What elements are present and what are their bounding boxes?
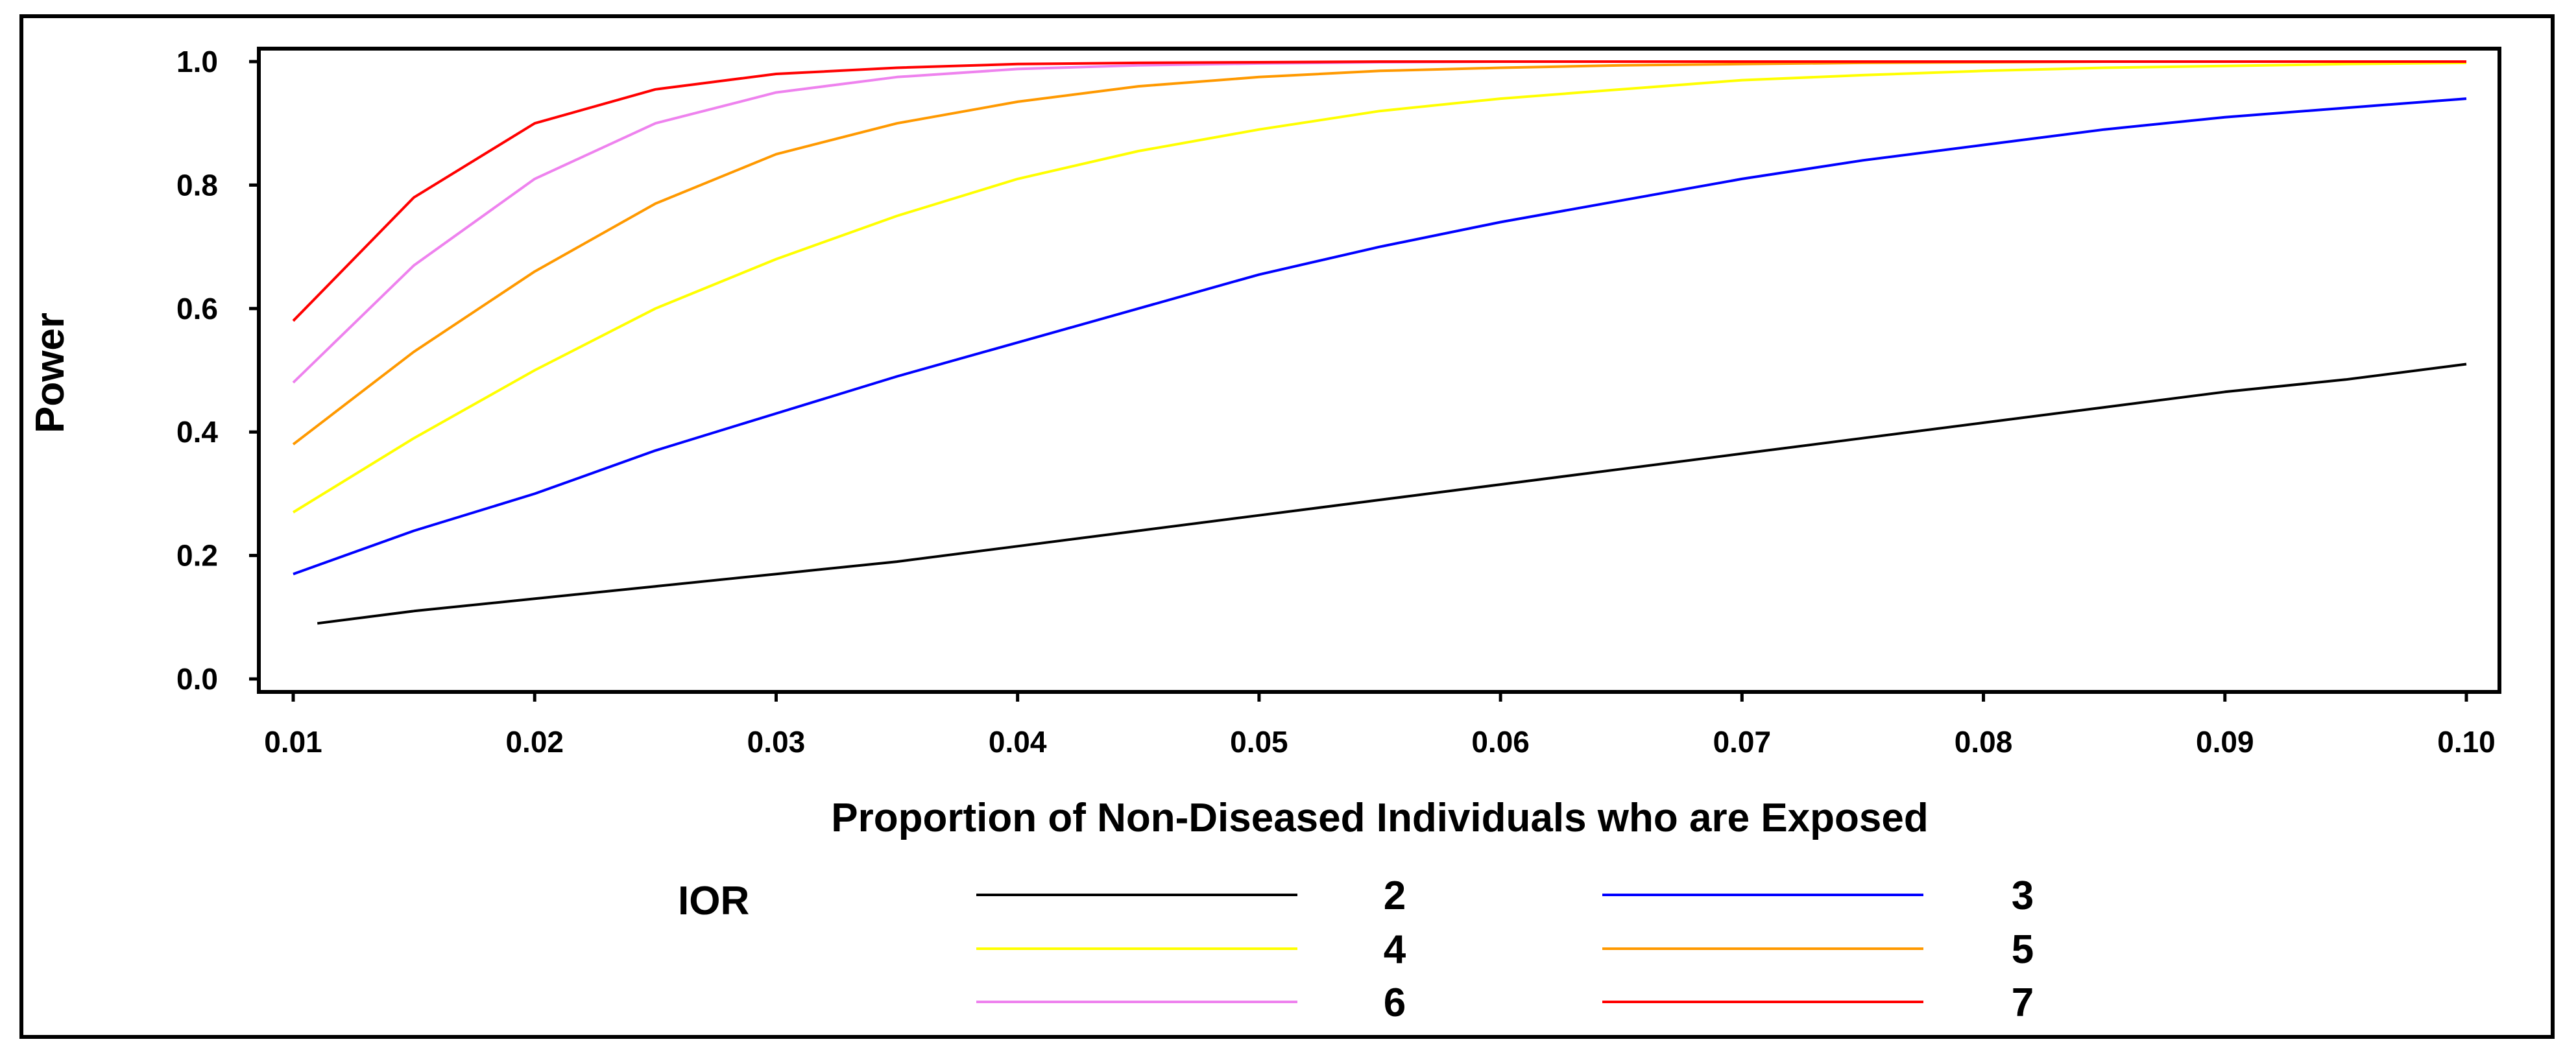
- series-line-ior-3: [293, 97, 2467, 576]
- series-line-ior-2: [317, 362, 2467, 625]
- x-tick-label: 0.10: [2437, 725, 2496, 759]
- y-tick-label: 0.2: [176, 539, 218, 573]
- x-tick-label: 0.09: [2196, 725, 2254, 759]
- x-tick-label: 0.02: [505, 725, 564, 759]
- legend-label-ior-2: 2: [1384, 873, 1406, 918]
- chart-frame: [19, 14, 2555, 1039]
- x-tick-label: 0.01: [264, 725, 322, 759]
- x-tick-label: 0.06: [1471, 725, 1530, 759]
- x-axis-label: Proportion of Non-Diseased Individuals w…: [831, 796, 1928, 840]
- x-tick-label: 0.04: [989, 725, 1047, 759]
- legend-label-ior-4: 4: [1384, 927, 1406, 972]
- legend-label-ior-5: 5: [2012, 927, 2034, 972]
- y-tick-label: 0.4: [176, 415, 218, 449]
- legend-label-ior-7: 7: [2012, 980, 2034, 1025]
- y-axis-label: Power: [28, 313, 73, 433]
- series-line-ior-4: [292, 61, 2467, 514]
- legend-label-ior-6: 6: [1384, 980, 1406, 1025]
- x-tick-label: 0.03: [747, 725, 806, 759]
- x-tick-label: 0.05: [1230, 725, 1288, 759]
- y-tick-label: 0.6: [176, 292, 218, 326]
- plot-area-border: [257, 47, 2501, 694]
- y-tick-label: 1.0: [176, 45, 218, 78]
- series-line-ior-7: [292, 60, 2466, 322]
- x-tick-label: 0.08: [1955, 725, 2013, 759]
- legend-title: IOR: [678, 879, 749, 923]
- legend-label-ior-3: 3: [2012, 873, 2034, 918]
- legend: IOR 2 3 4 5 6 7: [678, 873, 2034, 1025]
- y-tick-label: 0.0: [176, 662, 218, 696]
- series-line-ior-5: [292, 60, 2466, 445]
- x-tick-label: 0.07: [1713, 725, 1772, 759]
- y-tick-label: 0.8: [176, 168, 218, 202]
